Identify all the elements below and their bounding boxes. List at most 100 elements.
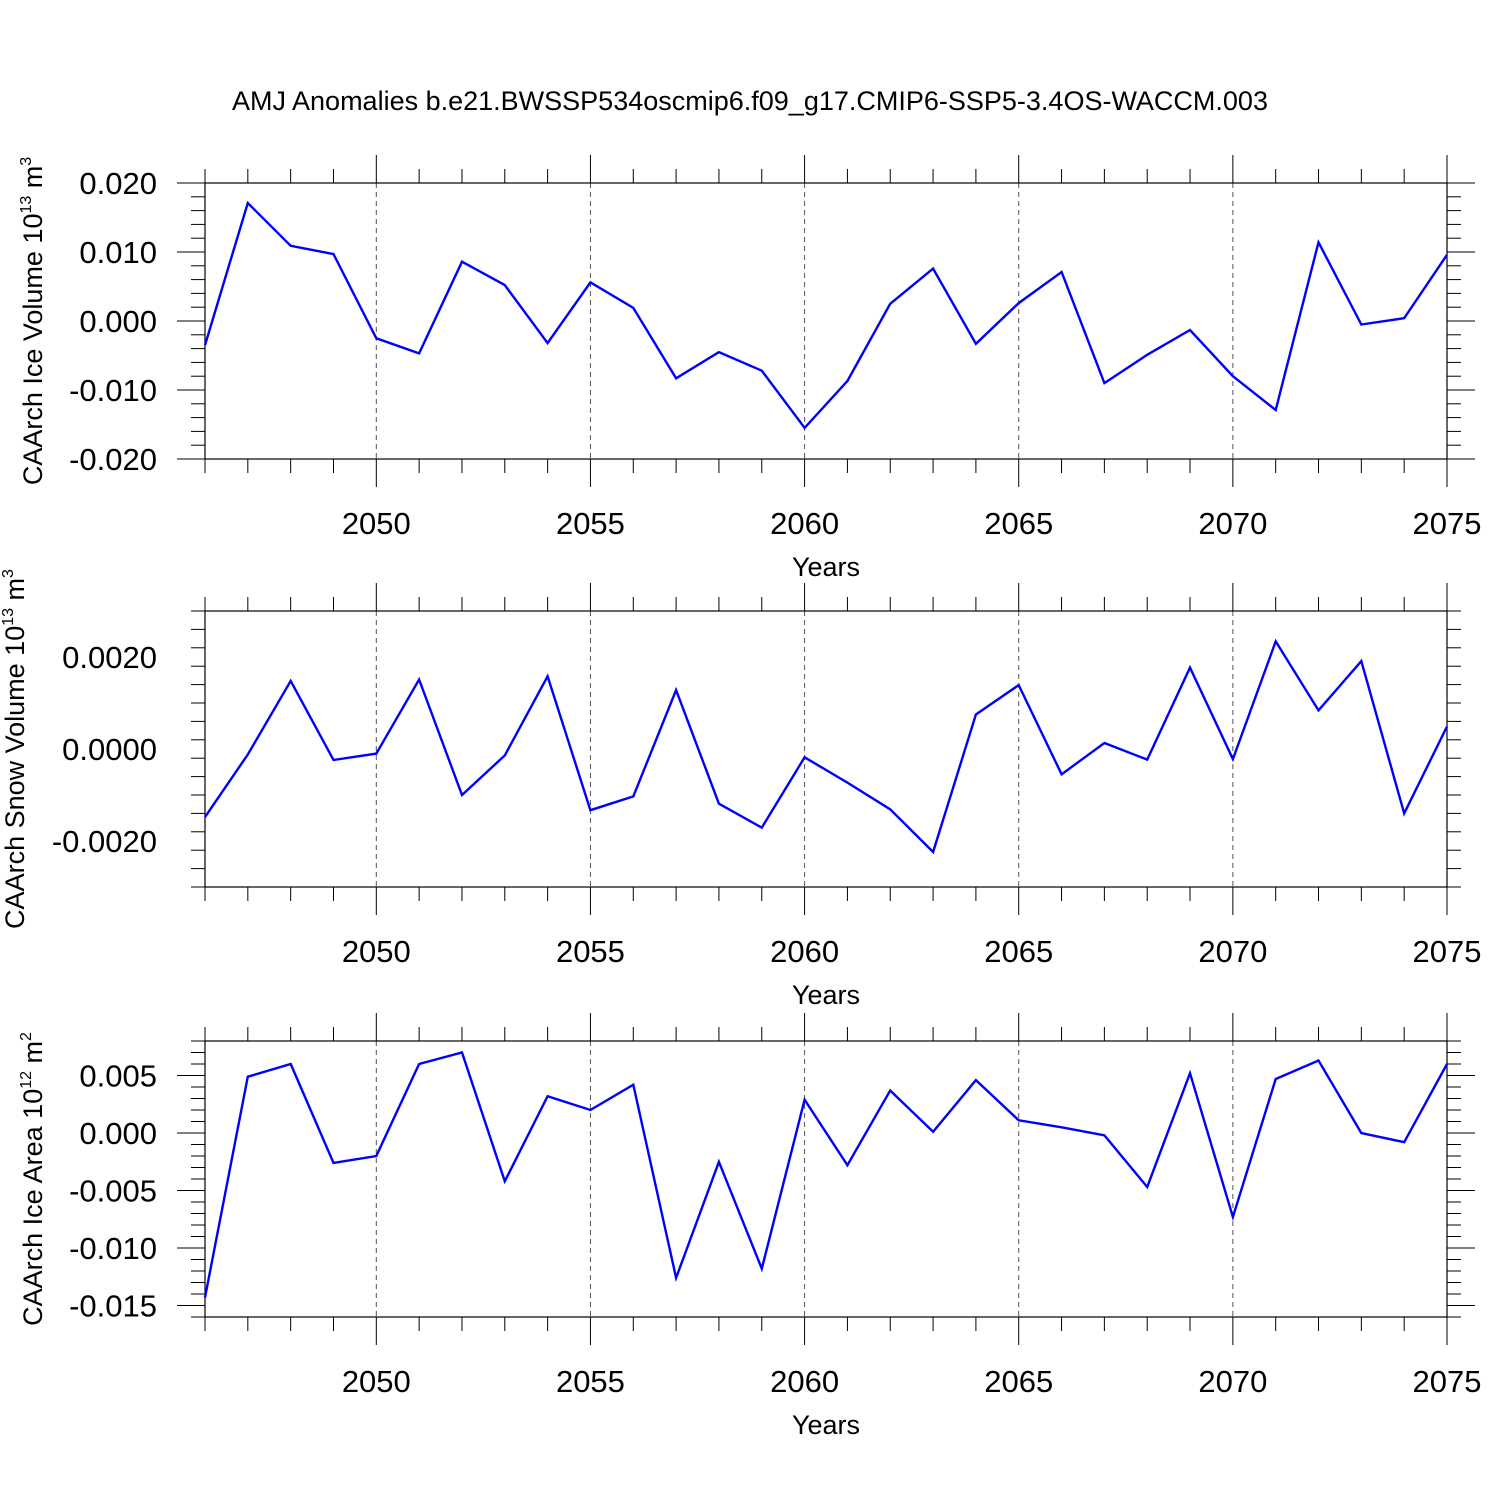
x-tick-label: 2065 [984, 934, 1053, 969]
data-point [888, 1088, 892, 1092]
x-tick-label: 2055 [556, 506, 625, 541]
data-point [803, 1098, 807, 1102]
data-point [1231, 1215, 1235, 1219]
data-point [1145, 353, 1149, 357]
y-axis-label-main: CAArch Snow Volume 10 [0, 626, 30, 929]
data-point [1445, 724, 1449, 728]
y-axis-label-exponent: 13 [0, 608, 17, 626]
data-point [717, 350, 721, 354]
data-point [760, 826, 764, 830]
x-tick-label: 2070 [1198, 506, 1267, 541]
data-point [331, 252, 335, 256]
data-point [674, 688, 678, 692]
data-point [1188, 328, 1192, 332]
data-point [1274, 639, 1278, 643]
data-point [674, 376, 678, 380]
data-point [203, 343, 207, 347]
data-point [203, 1295, 207, 1299]
y-tick-label: 0.000 [79, 304, 157, 339]
data-point [331, 758, 335, 762]
plot-frame [204, 182, 1448, 460]
chart-panel-1: 0.020 0.010 0.000 -0.010 -0.020 2050 2055 2060 2… [18, 155, 1481, 582]
chart-panel-3: 0.005 0.000 -0.005 -0.010 -0.015 2050 2055 2060… [18, 1013, 1481, 1440]
data-point [246, 753, 250, 757]
figure-title: AMJ Anomalies b.e21.BWSSP534oscmip6.f09_… [232, 86, 1268, 116]
y-tick-label: 0.000 [79, 1116, 157, 1151]
data-point [289, 244, 293, 248]
series-line-1 [204, 638, 1449, 855]
data-point [1359, 659, 1363, 663]
data-point [717, 802, 721, 806]
y-tick-label: -0.020 [69, 442, 157, 477]
data-point [1231, 374, 1235, 378]
y-tick-label: -0.0020 [52, 824, 157, 859]
data-point [888, 302, 892, 306]
y-tick-label: -0.010 [69, 1231, 157, 1266]
data-point [203, 815, 207, 819]
data-point [717, 1160, 721, 1164]
data-point [503, 1179, 507, 1183]
data-point [888, 807, 892, 811]
x-axis-label: Years [792, 552, 860, 582]
data-point [246, 201, 250, 205]
x-tick-label: 2060 [770, 1364, 839, 1399]
plot-frame [204, 610, 1448, 888]
data-point [588, 808, 592, 812]
data-point [546, 1094, 550, 1098]
x-tick-label: 2065 [984, 506, 1053, 541]
y-axis-label: CAArch Ice Area 1012 m2 [18, 1032, 48, 1326]
data-point [631, 306, 635, 310]
x-tick-label: 2075 [1413, 934, 1482, 969]
data-point [1359, 322, 1363, 326]
y-axis-label-exponent: 13 [18, 196, 35, 214]
y-axis-label: CAArch Snow Volume 1013 m3 [0, 569, 30, 929]
data-point [1188, 666, 1192, 670]
data-point [460, 793, 464, 797]
data-point [417, 678, 421, 682]
y-axis-label-main: CAArch Ice Area 10 [18, 1089, 48, 1326]
data-point [1145, 1185, 1149, 1189]
data-point [1017, 1118, 1021, 1122]
y-tick-label: -0.010 [69, 373, 157, 408]
data-point [845, 379, 849, 383]
data-point [546, 674, 550, 678]
y-tick-label: -0.005 [69, 1174, 157, 1209]
y-axis-label-unit: m [18, 166, 48, 196]
data-point [417, 1062, 421, 1066]
data-point [1445, 1062, 1449, 1066]
y-tick-label: 0.005 [79, 1059, 157, 1094]
data-point [1102, 1133, 1106, 1137]
data-point [845, 1163, 849, 1167]
data-point [1017, 301, 1021, 305]
data-point [803, 755, 807, 759]
x-axis-label: Years [792, 1410, 860, 1440]
y-axis-label-unit-exponent: 3 [0, 569, 17, 578]
y-axis-label-main: CAArch Ice Volume 10 [18, 214, 48, 486]
y-axis-label-exponent: 12 [18, 1071, 35, 1089]
y-axis-label-unit-exponent: 2 [18, 1032, 35, 1041]
data-point [931, 1130, 935, 1134]
data-point [1060, 772, 1064, 776]
x-tick-label: 2070 [1198, 1364, 1267, 1399]
y-tick-label: 0.010 [79, 235, 157, 270]
data-point [374, 336, 378, 340]
y-tick-label: 0.020 [79, 166, 157, 201]
data-point [1188, 1071, 1192, 1075]
data-point [460, 260, 464, 264]
data-point [1402, 316, 1406, 320]
data-point [460, 1051, 464, 1055]
data-point [1274, 1077, 1278, 1081]
data-point [1359, 1131, 1363, 1135]
data-point [503, 753, 507, 757]
x-tick-label: 2050 [342, 506, 411, 541]
data-point [331, 1161, 335, 1165]
data-point [588, 1108, 592, 1112]
y-tick-label: 0.0020 [62, 640, 157, 675]
x-tick-label: 2075 [1413, 1364, 1482, 1399]
data-point [1317, 1059, 1321, 1063]
data-point [974, 1078, 978, 1082]
plot-frame [204, 1040, 1448, 1318]
y-axis-label-unit: m [0, 578, 30, 608]
data-point [374, 752, 378, 756]
